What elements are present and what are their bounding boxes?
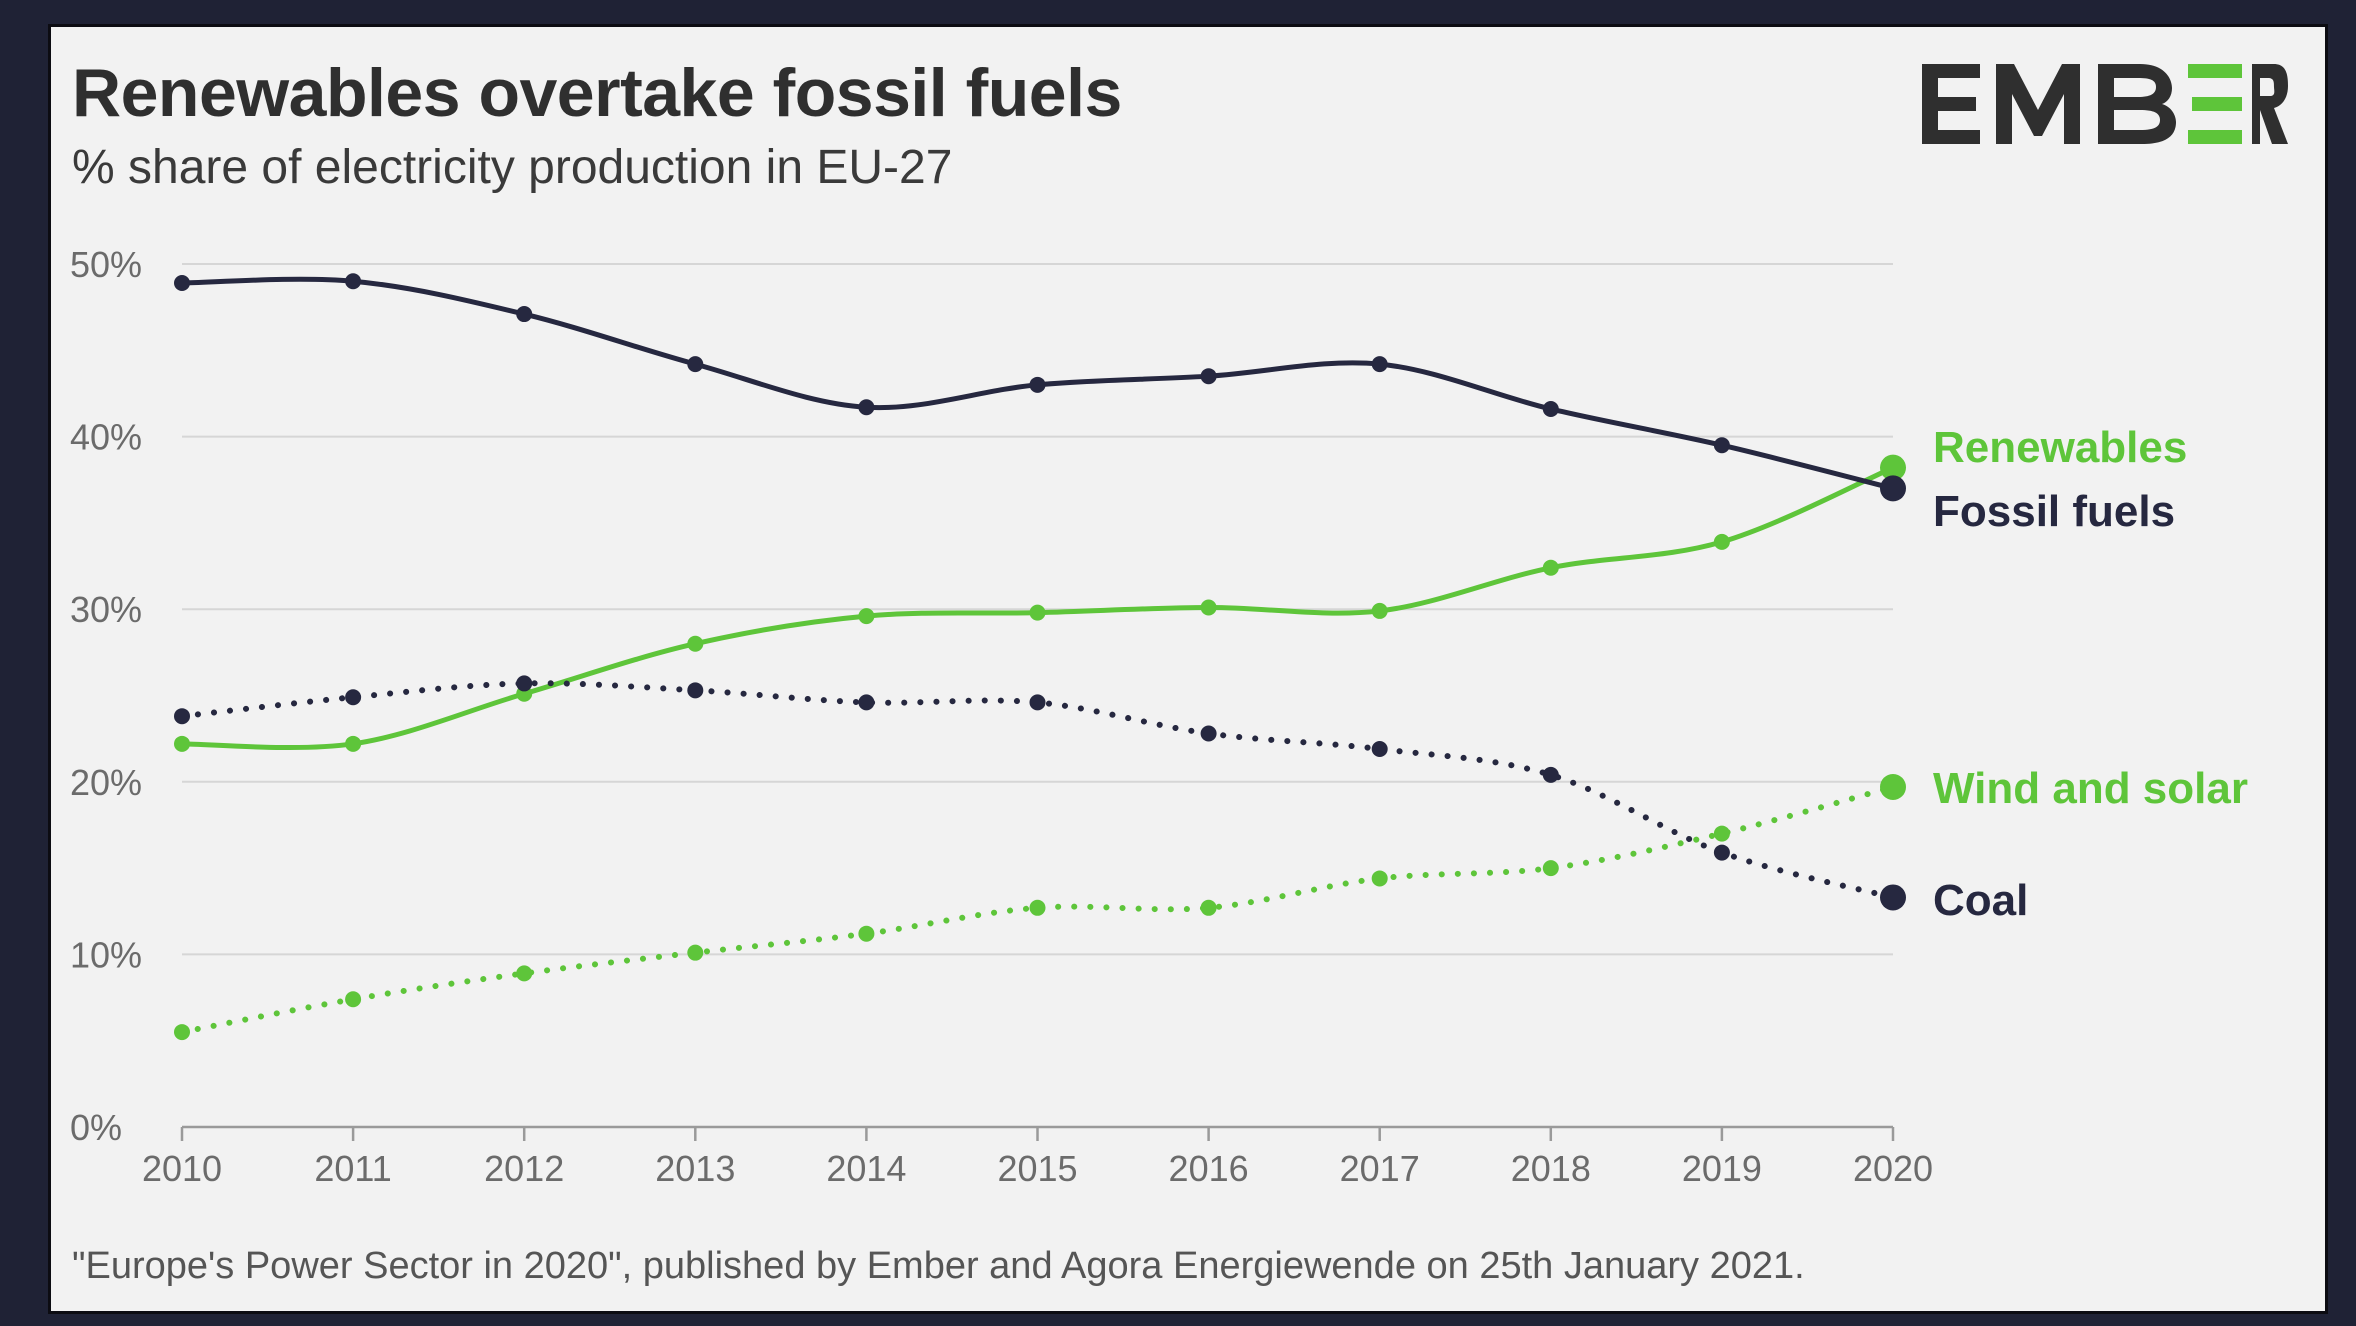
series-line-wind-and-solar xyxy=(179,783,1896,1036)
data-point-coal xyxy=(174,708,190,725)
data-point-fossil-fuels xyxy=(687,356,704,373)
data-point-renewables xyxy=(174,735,190,752)
data-point-renewables xyxy=(1371,602,1388,619)
data-point-wind-and-solar xyxy=(1371,870,1388,887)
data-point-wind-and-solar xyxy=(1542,860,1559,877)
data-point-renewables xyxy=(1200,599,1217,616)
source-note: "Europe's Power Sector in 2020", publish… xyxy=(72,1245,1805,1287)
x-tick-label: 2011 xyxy=(314,1148,391,1189)
data-point-coal xyxy=(516,675,533,692)
series-line-coal xyxy=(179,680,1896,901)
data-point-wind-and-solar xyxy=(1713,825,1730,842)
data-point-coal xyxy=(1880,884,1906,911)
data-point-fossil-fuels xyxy=(858,399,875,416)
data-point-coal xyxy=(1542,766,1559,783)
y-tick-label: 40% xyxy=(70,417,142,458)
x-tick-label: 2015 xyxy=(997,1148,1077,1189)
data-point-fossil-fuels xyxy=(1880,475,1906,502)
data-point-coal xyxy=(858,694,875,711)
data-point-renewables xyxy=(687,635,704,652)
data-point-wind-and-solar xyxy=(345,991,362,1008)
y-tick-label: 20% xyxy=(70,762,142,803)
data-point-coal xyxy=(1713,844,1730,861)
y-tick-label: 10% xyxy=(70,934,142,975)
data-point-wind-and-solar xyxy=(516,965,533,982)
y-tick-label: 50% xyxy=(70,244,142,285)
data-point-fossil-fuels xyxy=(1371,356,1388,373)
y-tick-label: 30% xyxy=(70,589,142,630)
data-point-fossil-fuels xyxy=(1200,368,1217,385)
chart-card xyxy=(48,24,2328,1314)
data-point-coal xyxy=(1029,694,1046,711)
data-point-wind-and-solar xyxy=(1200,899,1217,916)
data-point-fossil-fuels xyxy=(345,273,362,290)
data-point-fossil-fuels xyxy=(516,306,533,323)
data-point-fossil-fuels xyxy=(1029,376,1046,393)
data-point-fossil-fuels xyxy=(1542,400,1559,417)
data-point-renewables xyxy=(345,735,362,752)
data-point-coal xyxy=(1200,725,1217,742)
y-tick-label: 0% xyxy=(70,1107,122,1148)
x-tick-label: 2010 xyxy=(142,1148,222,1189)
series-label-coal: Coal xyxy=(1933,876,2028,925)
data-point-renewables xyxy=(858,608,875,625)
series-label-renewables: Renewables xyxy=(1933,423,2187,472)
data-point-coal xyxy=(345,689,362,706)
chart-title: Renewables overtake fossil fuels xyxy=(72,55,1122,131)
data-point-renewables xyxy=(1029,604,1046,621)
x-tick-label: 2020 xyxy=(1853,1148,1933,1189)
x-tick-label: 2019 xyxy=(1682,1148,1762,1189)
x-tick-label: 2016 xyxy=(1169,1148,1249,1189)
data-point-coal xyxy=(687,682,704,699)
x-tick-label: 2013 xyxy=(655,1148,735,1189)
data-point-fossil-fuels xyxy=(1713,437,1730,454)
data-point-wind-and-solar xyxy=(687,944,704,961)
data-point-wind-and-solar xyxy=(1029,899,1046,916)
x-tick-label: 2018 xyxy=(1511,1148,1591,1189)
x-tick-label: 2014 xyxy=(826,1148,906,1189)
series-label-wind-and-solar: Wind and solar xyxy=(1933,764,2248,813)
data-point-wind-and-solar xyxy=(858,925,875,942)
data-point-wind-and-solar xyxy=(174,1024,190,1041)
data-point-fossil-fuels xyxy=(174,274,190,291)
data-point-renewables xyxy=(1713,533,1730,550)
ember-logo xyxy=(1922,64,2288,144)
chart-subtitle: % share of electricity production in EU-… xyxy=(72,141,953,194)
x-tick-label: 2017 xyxy=(1340,1148,1420,1189)
data-point-renewables xyxy=(1542,559,1559,576)
data-point-renewables xyxy=(1880,454,1906,481)
x-tick-label: 2012 xyxy=(484,1148,564,1189)
data-point-wind-and-solar xyxy=(1880,773,1906,800)
series-label-fossil-fuels: Fossil fuels xyxy=(1933,487,2175,536)
data-point-coal xyxy=(1371,741,1388,758)
